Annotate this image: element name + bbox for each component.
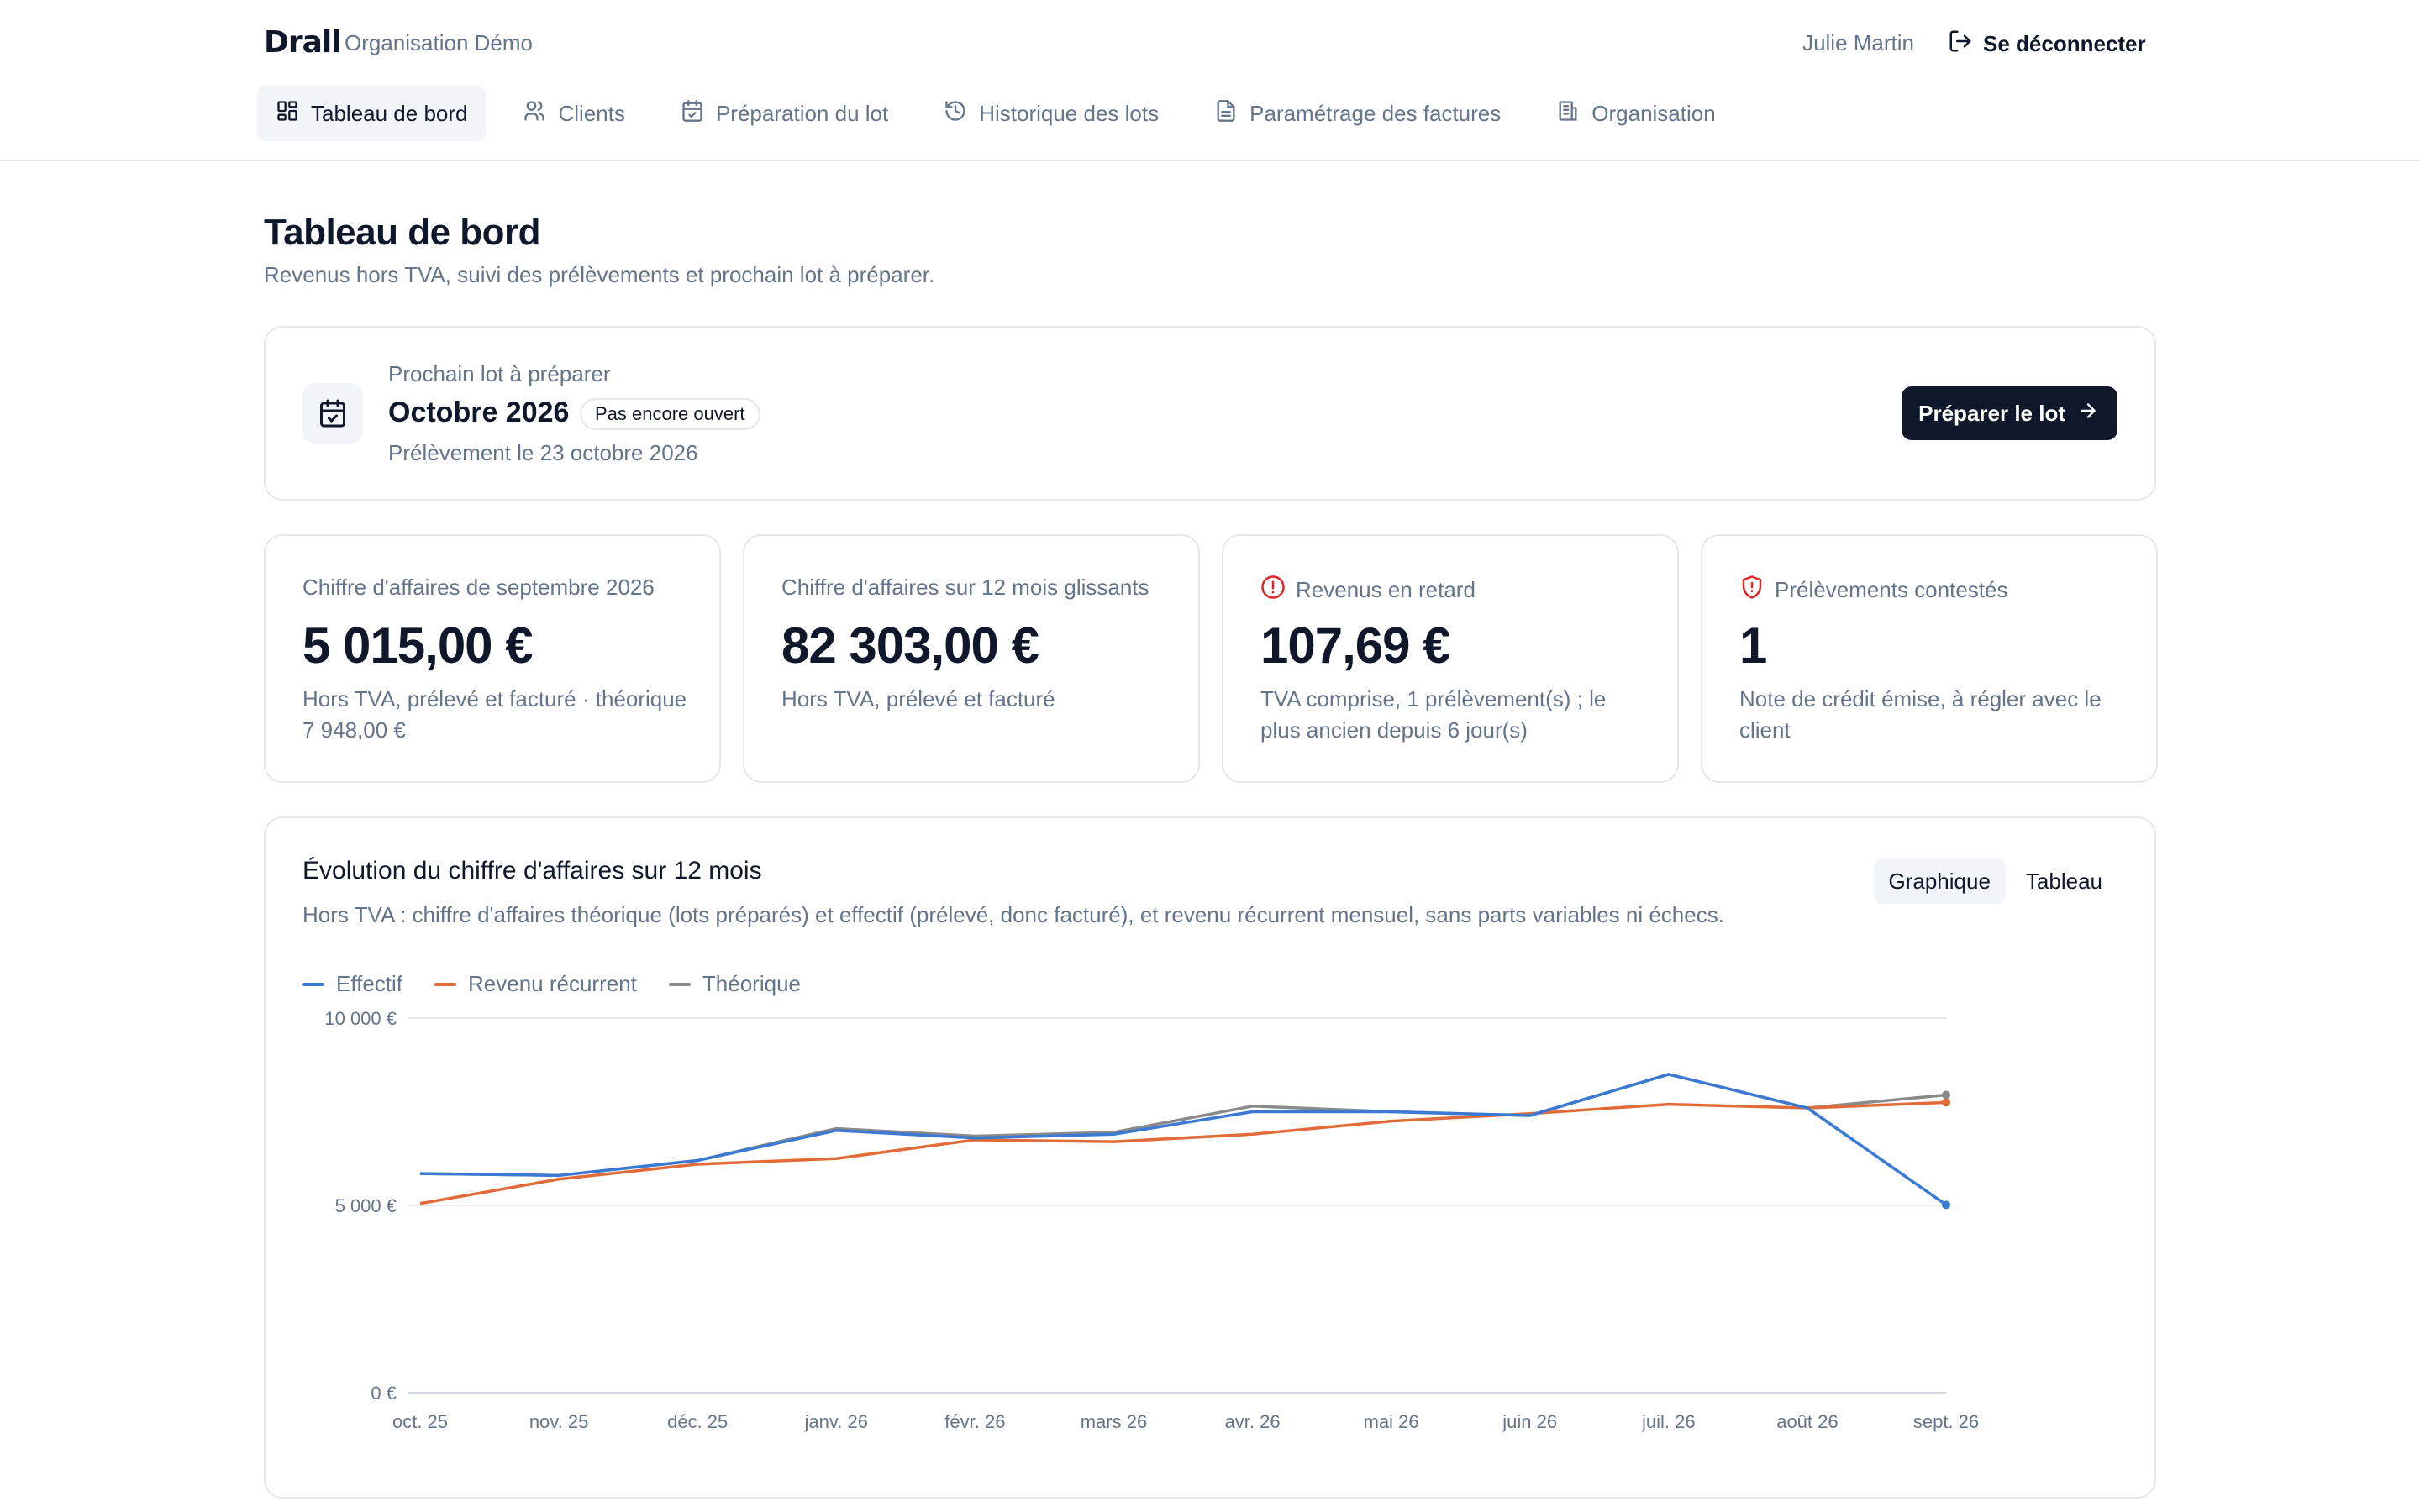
logout-button[interactable]: Se déconnecter (1948, 27, 2146, 60)
stat-label: Revenus en retard (1296, 577, 1476, 602)
x-tick-label: mars 26 (1081, 1411, 1147, 1432)
stat-note: Hors TVA, prélevé et facturé · théorique… (302, 686, 687, 743)
logout-icon (1948, 29, 1973, 60)
y-tick-label: 0 € (371, 1383, 397, 1404)
stat-note: TVA comprise, 1 prélèvement(s) ; le plus… (1260, 686, 1607, 743)
top-bar: Drall Organisation Démo Julie Martin Se … (0, 0, 2420, 161)
nav-item-label: Paramétrage des factures (1249, 100, 1502, 126)
building-icon (1556, 99, 1580, 129)
x-tick-label: nov. 25 (529, 1411, 589, 1432)
chart-title: Évolution du chiffre d'affaires sur 12 m… (302, 857, 762, 885)
legend-label: Théorique (702, 971, 801, 996)
legend-item-theoretical[interactable]: Théorique (668, 971, 801, 997)
prepare-lot-label: Préparer le lot (1918, 400, 2065, 426)
nav-item-label: Clients (558, 100, 625, 126)
brand-logo[interactable]: Drall (264, 25, 342, 60)
nav-item-dashboard[interactable]: Tableau de bord (257, 86, 487, 141)
layout-grid-icon (276, 99, 299, 129)
revenue-chart-card: Évolution du chiffre d'affaires sur 12 m… (264, 816, 2156, 1499)
file-text-icon (1214, 99, 1238, 129)
chart-legend: Effectif Revenu récurrent Théorique (302, 971, 801, 997)
nav-item-label: Préparation du lot (715, 100, 889, 126)
prepare-lot-button[interactable]: Préparer le lot (1902, 386, 2118, 440)
stat-label: Chiffre d'affaires de septembre 2026 (302, 575, 655, 600)
stat-value: 5 015,00 € (302, 617, 534, 674)
nav-item-lot-history[interactable]: Historique des lots (925, 86, 1177, 141)
nav-item-label: Organisation (1591, 100, 1716, 126)
main-nav: Tableau de bord Clients Préparation du l… (257, 86, 1734, 141)
status-badge: Pas encore ouvert (580, 398, 760, 430)
user-name: Julie Martin (1802, 30, 1914, 55)
toggle-table-button[interactable]: Tableau (2025, 868, 2102, 894)
x-tick-label: juin 26 (1502, 1411, 1557, 1432)
alert-circle-icon (1260, 575, 1286, 606)
stat-card-disputed-debits: Prélèvements contestés 1 Note de crédit … (1701, 534, 2158, 783)
series-line-1 (419, 1100, 1947, 1205)
stat-value: 1 (1739, 617, 1767, 674)
legend-swatch (302, 982, 324, 986)
x-tick-label: juil. 26 (1641, 1411, 1696, 1432)
view-toggle: Graphique Tableau (1873, 858, 2118, 904)
series-line-0 (419, 1073, 1948, 1206)
series-end-point-2 (1942, 1090, 1950, 1100)
stat-label: Chiffre d'affaires sur 12 mois glissants (781, 575, 1150, 600)
stat-card-monthly-revenue: Chiffre d'affaires de septembre 2026 5 0… (264, 534, 721, 783)
history-icon (944, 99, 967, 129)
nav-item-lot-preparation[interactable]: Préparation du lot (662, 86, 907, 141)
legend-label: Effectif (336, 971, 403, 996)
shield-alert-icon (1739, 575, 1765, 606)
x-tick-label: févr. 26 (944, 1411, 1005, 1432)
users-icon (523, 99, 546, 129)
legend-swatch (668, 982, 691, 986)
x-tick-label: mai 26 (1364, 1411, 1419, 1432)
next-lot-card: Prochain lot à préparer Octobre 2026 Pas… (264, 326, 2156, 501)
stat-card-rolling-revenue: Chiffre d'affaires sur 12 mois glissants… (743, 534, 1200, 783)
calendar-check-icon (302, 383, 363, 444)
nav-item-invoice-settings[interactable]: Paramétrage des factures (1196, 86, 1519, 141)
stat-label: Prélèvements contestés (1775, 577, 2008, 602)
nav-item-label: Historique des lots (979, 100, 1160, 126)
page-title: Tableau de bord (264, 212, 541, 253)
stat-note: Hors TVA, prélevé et facturé (781, 686, 1055, 711)
organisation-name: Organisation Démo (345, 30, 533, 55)
next-lot-date: Prélèvement le 23 octobre 2026 (388, 440, 698, 465)
legend-item-effectif[interactable]: Effectif (302, 971, 402, 997)
legend-label: Revenu récurrent (468, 971, 637, 996)
legend-item-recurring[interactable]: Revenu récurrent (434, 971, 637, 997)
nav-item-organisation[interactable]: Organisation (1538, 86, 1733, 141)
series-end-point-0 (1942, 1200, 1950, 1210)
revenue-line-chart: 0 € 5 000 € 10 000 € oct. 25 nov. 25 déc. 25 j… (324, 1008, 1979, 1432)
logout-label: Se déconnecter (1983, 30, 2146, 56)
stat-value: 82 303,00 € (781, 617, 1039, 674)
chart-description: Hors TVA : chiffre d'affaires théorique … (302, 902, 1724, 927)
arrow-right-icon (2077, 400, 2099, 428)
x-tick-label: oct. 25 (392, 1411, 448, 1432)
stat-card-late-revenue: Revenus en retard 107,69 € TVA comprise,… (1222, 534, 1679, 783)
x-tick-label: avr. 26 (1225, 1411, 1281, 1432)
nav-item-label: Tableau de bord (311, 100, 468, 126)
next-lot-label: Prochain lot à préparer (388, 361, 611, 386)
calendar-check-icon (681, 99, 704, 129)
x-tick-label: janv. 26 (804, 1411, 868, 1432)
series-line-2 (419, 1073, 1947, 1178)
y-tick-label: 10 000 € (324, 1008, 397, 1029)
x-tick-label: août 26 (1776, 1411, 1838, 1432)
x-tick-label: sept. 26 (1913, 1411, 1979, 1432)
next-lot-title: Octobre 2026 (388, 396, 570, 428)
series-end-point-1 (1942, 1098, 1950, 1107)
x-tick-label: déc. 25 (667, 1411, 728, 1432)
nav-item-clients[interactable]: Clients (504, 86, 643, 141)
page-subtitle: Revenus hors TVA, suivi des prélèvements… (264, 262, 935, 287)
y-tick-label: 5 000 € (335, 1195, 397, 1216)
toggle-chart-button[interactable]: Graphique (1873, 858, 2006, 904)
stat-value: 107,69 € (1260, 617, 1451, 674)
legend-swatch (434, 982, 457, 986)
stat-note: Note de crédit émise, à régler avec le c… (1739, 686, 2102, 743)
